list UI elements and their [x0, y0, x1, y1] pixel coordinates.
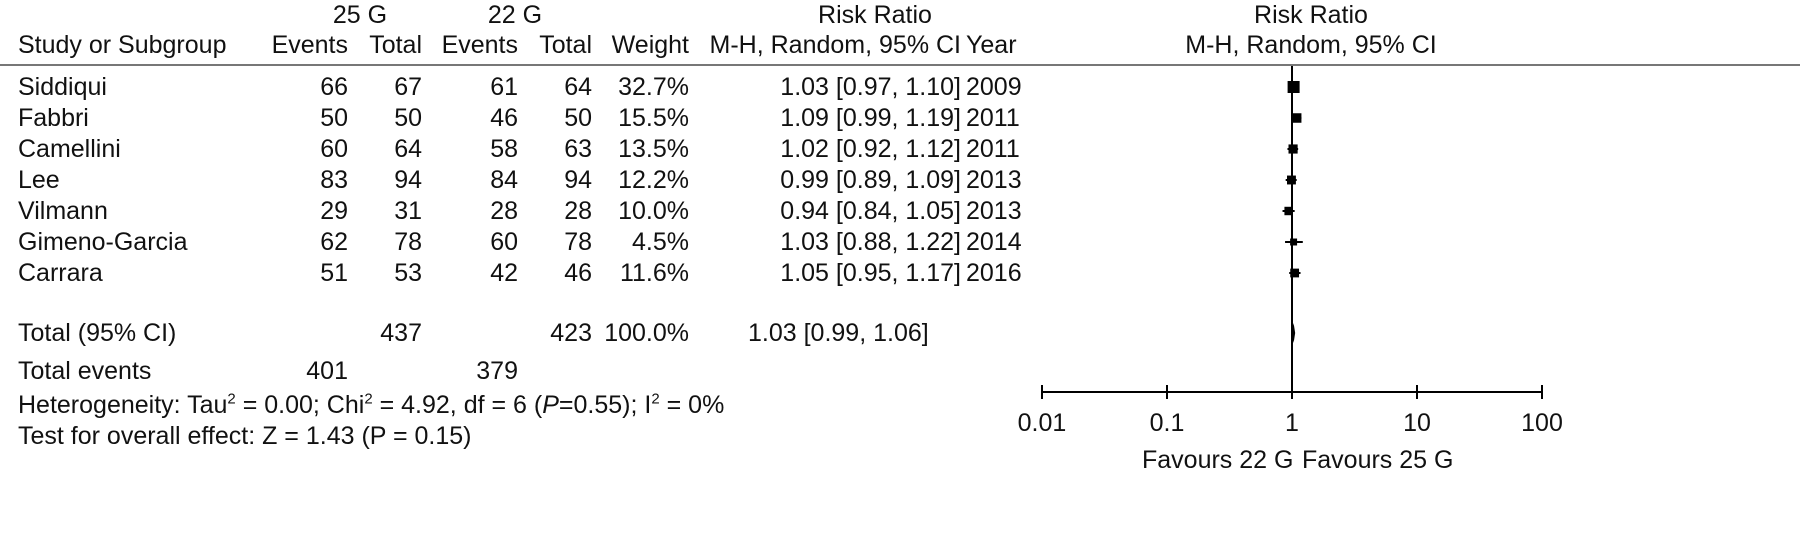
events-g1: 50 [320, 104, 348, 132]
events-g2: 46 [490, 104, 518, 132]
favours-right-label: Favours 25 G [1302, 446, 1454, 474]
study-name: Gimeno-Garcia [18, 228, 188, 256]
favours-left-label: Favours 22 G [1142, 446, 1294, 474]
total-g1: 78 [394, 228, 422, 256]
x-tick-label: 10 [1403, 409, 1431, 437]
total-weight: 100.0% [604, 319, 689, 347]
events-g1: 62 [320, 228, 348, 256]
events-g1: 60 [320, 135, 348, 163]
study-year: 2011 [966, 104, 1020, 132]
events-g2: 42 [490, 259, 518, 287]
total-g1: 94 [394, 166, 422, 194]
study-marker [1284, 206, 1293, 216]
plot-method: M-H, Random, 95% CI [1185, 31, 1437, 59]
events-g2: 61 [490, 73, 518, 101]
column-rr-method: M-H, Random, 95% CI [709, 31, 961, 59]
events-g1: 83 [320, 166, 348, 194]
study-marker [1287, 80, 1300, 94]
x-tick-label: 100 [1521, 409, 1563, 437]
study-ci: 1.03 [0.88, 1.22] [780, 228, 961, 256]
events-g2: 58 [490, 135, 518, 163]
study-year: 2014 [966, 228, 1022, 256]
total-events-g2: 379 [476, 357, 518, 385]
study-year: 2013 [966, 197, 1022, 225]
study-year: 2013 [966, 166, 1022, 194]
total-g1: 50 [394, 104, 422, 132]
total-g2: 94 [564, 166, 592, 194]
study-marker [1288, 144, 1298, 154]
group1-header: 25 G [332, 1, 388, 29]
column-year: Year [966, 31, 1017, 59]
study-ci: 1.09 [0.99, 1.19] [780, 104, 961, 132]
column-events-g1: Events [271, 31, 348, 59]
total-g2: 46 [564, 259, 592, 287]
column-weight: Weight [611, 31, 689, 59]
events-g2: 60 [490, 228, 518, 256]
study-name: Lee [18, 166, 60, 194]
study-weight: 10.0% [618, 197, 689, 225]
study-marker [1287, 175, 1296, 185]
study-weight: 12.2% [618, 166, 689, 194]
study-name: Fabbri [18, 104, 89, 132]
study-ci: 0.94 [0.84, 1.05] [780, 197, 961, 225]
total-events-g1: 401 [306, 357, 348, 385]
total-g1: 437 [380, 319, 422, 347]
study-name: Camellini [18, 135, 121, 163]
study-weight: 15.5% [618, 104, 689, 132]
total-g2: 28 [564, 197, 592, 225]
study-weight: 32.7% [618, 73, 689, 101]
x-tick-label: 0.01 [1018, 409, 1067, 437]
total-g2: 50 [564, 104, 592, 132]
study-weight: 13.5% [618, 135, 689, 163]
total-g1: 53 [394, 259, 422, 287]
total-label: Total (95% CI) [18, 319, 177, 347]
study-year: 2009 [966, 73, 1022, 101]
total-ci: 1.03 [0.99, 1.06] [748, 319, 929, 347]
heterogeneity-stats: Heterogeneity: Tau2 = 0.00; Chi2 = 4.92,… [18, 390, 725, 419]
study-marker [1290, 268, 1300, 278]
total-g1: 67 [394, 73, 422, 101]
events-g2: 84 [490, 166, 518, 194]
study-ci: 1.03 [0.97, 1.10] [780, 73, 961, 101]
study-marker [1291, 113, 1302, 123]
study-year: 2016 [966, 259, 1022, 287]
study-name: Vilmann [18, 197, 108, 225]
header-rule [0, 64, 1800, 66]
study-weight: 11.6% [619, 259, 689, 287]
plot-title: Risk Ratio [1254, 1, 1368, 29]
study-ci: 1.05 [0.95, 1.17] [780, 259, 961, 287]
column-total-g1: Total [369, 31, 422, 59]
study-marker [1290, 238, 1298, 246]
total-g1: 64 [394, 135, 422, 163]
events-g1: 51 [320, 259, 348, 287]
study-year: 2011 [966, 135, 1020, 163]
total-g2: 423 [550, 319, 592, 347]
study-name: Carrara [18, 259, 103, 287]
column-study: Study or Subgroup [18, 31, 227, 59]
total-g1: 31 [394, 197, 422, 225]
x-tick-label: 0.1 [1150, 409, 1185, 437]
column-events-g2: Events [441, 31, 518, 59]
events-g1: 29 [320, 197, 348, 225]
x-tick-label: 1 [1285, 409, 1299, 437]
overall-effect-test: Test for overall effect: Z = 1.43 (P = 0… [18, 422, 472, 450]
events-g2: 28 [490, 197, 518, 225]
group2-header: 22 G [487, 1, 543, 29]
study-name: Siddiqui [18, 73, 107, 101]
study-weight: 4.5% [632, 228, 689, 256]
events-g1: 66 [320, 73, 348, 101]
study-ci: 1.02 [0.92, 1.12] [780, 135, 961, 163]
total-g2: 63 [564, 135, 592, 163]
rr-table-title: Risk Ratio [818, 1, 932, 29]
study-ci: 0.99 [0.89, 1.09] [780, 166, 961, 194]
total-g2: 78 [564, 228, 592, 256]
column-total-g2: Total [539, 31, 592, 59]
total-g2: 64 [564, 73, 592, 101]
total-events-label: Total events [18, 357, 152, 385]
pooled-diamond [1291, 323, 1296, 343]
